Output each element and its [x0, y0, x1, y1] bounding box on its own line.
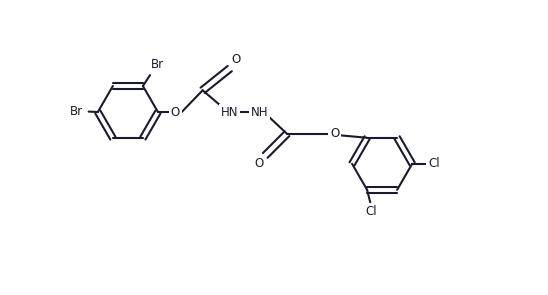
Text: O: O — [171, 106, 180, 119]
Text: O: O — [330, 127, 339, 140]
Text: Cl: Cl — [366, 205, 377, 218]
Text: Cl: Cl — [428, 157, 439, 170]
Text: HN: HN — [221, 106, 238, 119]
Text: Br: Br — [151, 58, 164, 71]
Text: NH: NH — [251, 106, 269, 119]
Text: O: O — [254, 157, 264, 170]
Text: Br: Br — [70, 105, 83, 118]
Text: O: O — [231, 53, 241, 66]
